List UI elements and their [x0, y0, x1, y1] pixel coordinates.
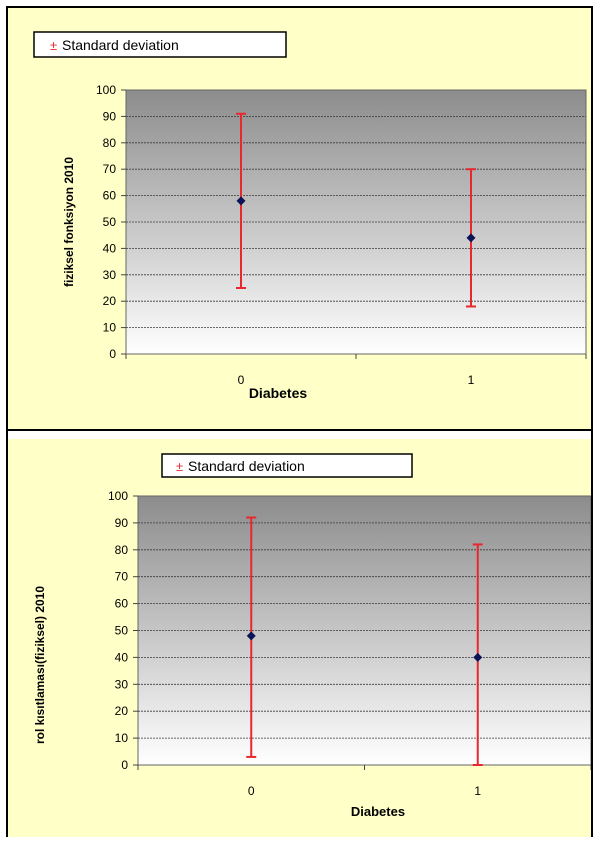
- y-tick-label: 80: [103, 136, 117, 150]
- data-marks: [236, 112, 476, 308]
- legend-box: ± Standard deviation: [161, 453, 413, 478]
- legend-box: ± Standard deviation: [33, 31, 287, 58]
- gridlines: [133, 495, 592, 770]
- y-tick-label: 70: [115, 570, 129, 584]
- y-tick-label: 80: [115, 543, 129, 557]
- x-tick-label: 1: [468, 373, 475, 387]
- x-tick-label: 1: [474, 784, 481, 798]
- legend-frame: [33, 31, 287, 58]
- chart-panel-top: ± Standard deviation 0 10 20 30 40 50 60 70 80 90…: [8, 8, 591, 431]
- y-axis-label: fiziksel fonksiyon 2010: [62, 157, 76, 287]
- y-tick-label: 40: [115, 650, 129, 664]
- data-marks: [246, 516, 483, 766]
- legend-symbol: ±: [176, 459, 183, 474]
- legend-label: Standard deviation: [62, 37, 179, 53]
- gridlines: [121, 89, 587, 359]
- chart-top: ± Standard deviation 0102030405060708090…: [8, 8, 591, 429]
- y-tick-label: 0: [109, 347, 116, 361]
- y-tick-label: 90: [103, 109, 117, 123]
- y-tick-label: 20: [103, 294, 117, 308]
- mean-marker: [246, 631, 256, 641]
- y-tick-labels: 0 10 20 30 40 50 60 70 80 90 100: [108, 489, 128, 772]
- legend-frame: [161, 453, 413, 478]
- y-tick-label: 60: [115, 597, 129, 611]
- y-tick-label: 0: [121, 758, 128, 772]
- y-tick-label: 10: [115, 731, 129, 745]
- y-tick-label: 100: [96, 83, 116, 97]
- y-tick-label: 50: [103, 215, 117, 229]
- y-tick-label: 100: [108, 489, 128, 503]
- y-tick-label: 90: [115, 516, 129, 530]
- mean-marker: [473, 652, 483, 662]
- y-tick-label: 20: [115, 704, 129, 718]
- y-tick-label: 40: [103, 241, 117, 255]
- x-tick-label: 0: [238, 373, 245, 387]
- y-tick-label: 30: [115, 677, 129, 691]
- y-tick-label: 30: [103, 268, 117, 282]
- chart-bottom: ± Standard deviation 0102030405060708090…: [8, 439, 592, 837]
- mean-marker: [466, 233, 476, 243]
- y-tick-label: 10: [103, 321, 117, 335]
- mean-marker: [236, 196, 246, 206]
- x-tick-label: 0: [248, 784, 255, 798]
- y-tick-label: 70: [103, 162, 117, 176]
- legend-label: Standard deviation: [188, 458, 305, 474]
- chart-panel-bottom: ± Standard deviation 0 10 20 30 40 50 60 70 80 90…: [8, 439, 592, 837]
- x-axis-label: Diabetes: [351, 804, 405, 819]
- x-axis-label: Diabetes: [249, 385, 308, 401]
- y-tick-labels: 0 10 20 30 40 50 60 70 80 90 100: [96, 83, 116, 361]
- y-axis-label: rol kısıtlaması(fiziksel) 2010: [33, 586, 47, 744]
- y-tick-label: 50: [115, 624, 129, 638]
- y-tick-label: 60: [103, 189, 117, 203]
- legend-symbol: ±: [50, 38, 57, 53]
